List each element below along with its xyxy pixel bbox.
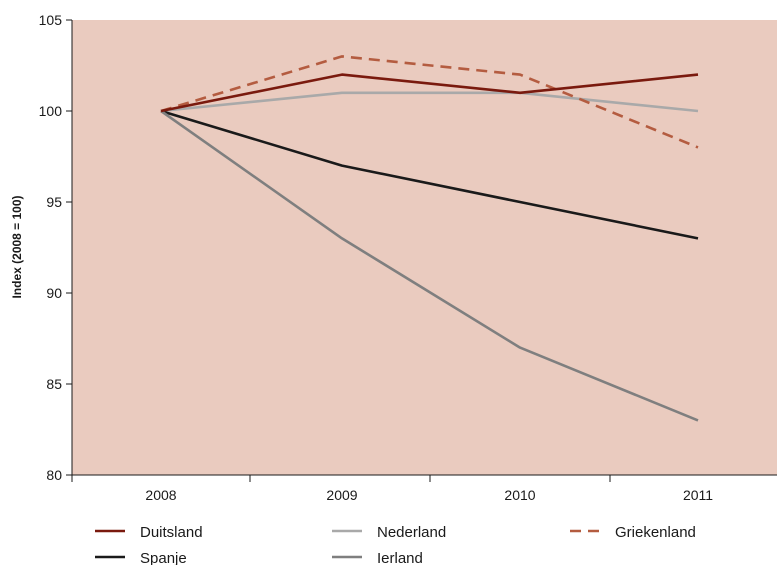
legend: Duitsland Nederland Griekenland Spanje Ierla… [95,524,696,565]
series-line-spanje [160,109,699,240]
legend-label: Ierland [377,550,423,565]
y-tick-label: 90 [46,285,62,301]
x-tick-label: 2011 [683,487,713,503]
y-tick-label: 105 [39,12,63,28]
x-tick-label: 2008 [145,487,176,503]
legend-label: Griekenland [615,524,696,541]
plot-area [72,20,777,475]
series-layer [160,55,699,422]
legend-item-nederland: Nederland [332,524,446,541]
y-tick-label: 80 [46,467,62,483]
legend-item-duitsland: Duitsland [95,524,203,541]
y-tick-label: 95 [46,194,62,210]
y-axis-title: Index (2008 = 100) [10,195,24,298]
legend-label: Duitsland [140,524,203,541]
x-tick-label: 2010 [504,487,535,503]
series-line-duitsland [160,73,699,113]
legend-item-ierland: Ierland [332,550,423,565]
legend-label: Spanje [140,550,187,565]
series-line-griekenland [160,55,699,149]
y-tick-label: 100 [39,103,63,119]
axes: 80 85 90 95 100 105 2008 2009 2010 2011 [39,12,777,503]
series-line-nederland [160,91,699,113]
legend-item-griekenland: Griekenland [570,524,696,541]
series-line-ierland [160,109,699,422]
x-tick-label: 2009 [326,487,357,503]
legend-item-spanje: Spanje [95,550,187,565]
y-tick-label: 85 [46,376,62,392]
legend-label: Nederland [377,524,446,541]
